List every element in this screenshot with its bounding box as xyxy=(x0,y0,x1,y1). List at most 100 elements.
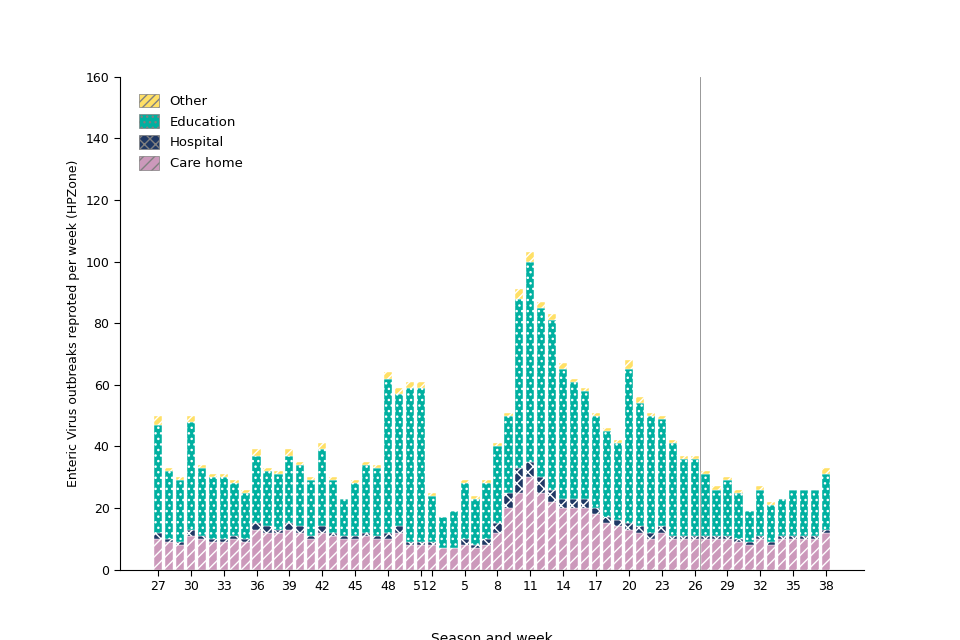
Bar xyxy=(242,539,250,542)
Bar xyxy=(592,508,600,514)
Bar xyxy=(165,471,173,539)
Bar xyxy=(789,490,798,536)
Bar xyxy=(318,444,326,449)
Bar xyxy=(592,413,600,415)
Bar xyxy=(186,415,195,422)
Bar xyxy=(439,548,446,570)
Bar xyxy=(406,381,414,388)
Bar xyxy=(275,532,282,570)
Bar xyxy=(636,527,644,532)
Bar xyxy=(822,532,830,570)
Bar xyxy=(307,477,316,480)
Bar xyxy=(570,381,578,499)
Bar xyxy=(340,539,348,570)
Bar xyxy=(625,369,633,524)
Bar xyxy=(745,545,754,570)
Bar xyxy=(461,545,468,570)
Bar xyxy=(548,502,557,570)
Bar xyxy=(362,462,371,465)
Bar xyxy=(252,524,260,529)
Bar xyxy=(471,499,480,545)
Bar xyxy=(230,483,239,536)
Bar xyxy=(800,490,808,536)
Bar xyxy=(318,449,326,527)
Bar xyxy=(263,468,272,471)
Bar xyxy=(668,539,677,570)
Bar xyxy=(702,536,709,539)
Bar xyxy=(603,428,612,431)
Bar xyxy=(724,477,732,480)
Bar xyxy=(570,508,578,570)
Bar xyxy=(592,514,600,570)
Bar xyxy=(362,536,371,570)
Bar xyxy=(712,539,721,570)
Bar xyxy=(581,391,589,499)
Bar xyxy=(220,474,228,477)
Bar xyxy=(647,415,655,532)
Bar xyxy=(680,539,687,570)
Bar xyxy=(581,499,589,508)
Bar xyxy=(516,493,523,570)
Bar xyxy=(417,545,425,570)
Bar xyxy=(559,364,567,369)
Bar xyxy=(613,520,622,527)
Bar xyxy=(297,532,304,570)
Bar xyxy=(417,542,425,545)
Bar xyxy=(570,379,578,381)
Bar xyxy=(767,545,776,570)
Bar xyxy=(800,539,808,570)
Bar xyxy=(789,539,798,570)
Bar xyxy=(734,490,742,493)
Bar xyxy=(372,536,381,539)
Bar xyxy=(483,483,491,539)
Bar xyxy=(516,298,523,468)
Bar xyxy=(822,529,830,532)
Bar xyxy=(307,539,316,570)
Bar xyxy=(208,542,217,570)
Bar xyxy=(329,532,337,536)
Bar xyxy=(372,465,381,468)
Bar xyxy=(285,449,294,456)
Bar xyxy=(471,495,480,499)
Bar xyxy=(395,532,403,570)
Bar xyxy=(252,456,260,524)
Bar xyxy=(538,301,545,308)
Bar xyxy=(756,486,764,490)
Bar xyxy=(822,468,830,474)
Bar xyxy=(581,388,589,391)
Bar xyxy=(186,536,195,570)
Bar xyxy=(318,532,326,570)
Bar xyxy=(658,527,666,532)
Bar xyxy=(548,490,557,502)
Y-axis label: Enteric Virus outbreaks reproted per week (HPZone): Enteric Virus outbreaks reproted per wee… xyxy=(67,159,80,487)
Bar xyxy=(712,486,721,490)
Bar xyxy=(461,480,468,483)
Bar xyxy=(811,539,819,570)
Bar xyxy=(318,527,326,532)
Bar xyxy=(285,524,294,529)
Bar xyxy=(406,545,414,570)
Bar xyxy=(461,483,468,539)
Bar xyxy=(559,499,567,508)
Bar xyxy=(712,536,721,539)
Bar xyxy=(690,536,699,539)
Bar xyxy=(811,490,819,536)
Bar xyxy=(526,252,535,262)
Bar xyxy=(767,505,776,542)
Bar xyxy=(789,536,798,539)
Bar xyxy=(658,532,666,570)
Bar xyxy=(526,462,535,477)
X-axis label: Season and week: Season and week xyxy=(431,632,553,640)
Bar xyxy=(154,415,162,425)
Bar xyxy=(351,539,359,570)
Bar xyxy=(668,440,677,444)
Bar xyxy=(263,527,272,532)
Legend: Other, Education, Hospital, Care home: Other, Education, Hospital, Care home xyxy=(134,88,248,175)
Bar xyxy=(384,372,392,379)
Bar xyxy=(176,542,184,545)
Bar xyxy=(690,539,699,570)
Bar xyxy=(658,419,666,527)
Bar xyxy=(285,529,294,570)
Bar xyxy=(559,508,567,570)
Bar xyxy=(406,542,414,545)
